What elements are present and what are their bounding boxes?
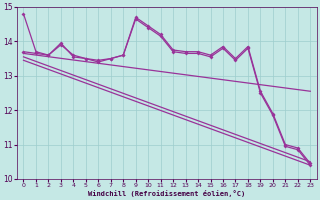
X-axis label: Windchill (Refroidissement éolien,°C): Windchill (Refroidissement éolien,°C) bbox=[88, 190, 245, 197]
